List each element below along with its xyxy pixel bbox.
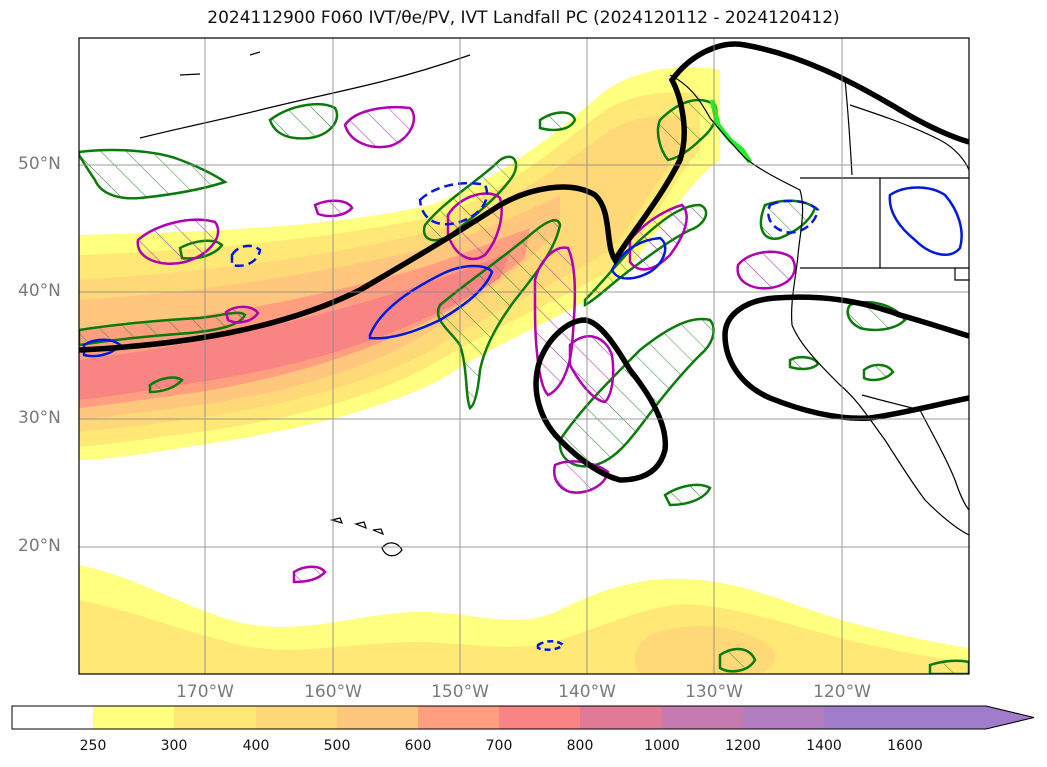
map-gridlines: [79, 38, 969, 674]
colorbar-segment-7: [580, 706, 662, 729]
lon-label-150w: 150°W: [431, 682, 489, 702]
colorbar-tick: 300: [160, 738, 188, 754]
colorbar-tick: 500: [323, 738, 351, 754]
colorbar-segment-2: [174, 706, 256, 729]
colorbar-tick: 700: [485, 738, 513, 754]
lat-label-20n: 20°N: [18, 536, 61, 556]
colorbar-tick-labels: 250 300 400 500 600 700 800 1000 1200 14…: [0, 738, 1047, 762]
colorbar-segment-4: [337, 706, 418, 729]
colorbar-extend-arrow: [905, 706, 1034, 729]
colorbar-tick: 1200: [725, 738, 761, 754]
map-plot-area: [79, 38, 969, 674]
colorbar-tick: 400: [242, 738, 270, 754]
colorbar-tick: 1000: [644, 738, 680, 754]
colorbar-tick: 250: [79, 738, 107, 754]
colorbar-segment-3: [256, 706, 337, 729]
lon-label-140w: 140°W: [558, 682, 616, 702]
colorbar-segment-0: [12, 706, 93, 729]
colorbar-tick: 1600: [887, 738, 923, 754]
lon-label-130w: 130°W: [685, 682, 743, 702]
colorbar-tick: 600: [404, 738, 432, 754]
coastlines: [139, 51, 969, 536]
lon-label-120w: 120°W: [813, 682, 871, 702]
lon-label-170w: 170°W: [176, 682, 234, 702]
colorbar-segment-8: [662, 706, 743, 729]
theta-e-magenta-contours: [136, 105, 796, 584]
map-frame: [78, 37, 970, 675]
map-title: 2024112900 F060 IVT/θe/PV, IVT Landfall …: [207, 8, 840, 28]
colorbar-segment-1: [93, 706, 174, 729]
colorbar-segment-5: [418, 706, 499, 729]
lon-label-160w: 160°W: [304, 682, 362, 702]
colorbar: [11, 705, 1035, 730]
lat-label-50n: 50°N: [18, 154, 61, 174]
ivt-800-fill: [79, 252, 510, 400]
hawaiian-islands: [329, 517, 403, 557]
lat-label-30n: 30°N: [18, 408, 61, 428]
colorbar-segment-9: [743, 706, 824, 729]
colorbar-segment-6: [499, 706, 580, 729]
black-streamlines: [79, 41, 969, 483]
landfall-green-streak: [709, 99, 753, 164]
colorbar-tick: 1400: [806, 738, 842, 754]
pv-blue-contours: [82, 181, 963, 651]
colorbar-tick: 800: [566, 738, 594, 754]
colorbar-segment-10: [824, 706, 905, 729]
lat-label-40n: 40°N: [18, 281, 61, 301]
